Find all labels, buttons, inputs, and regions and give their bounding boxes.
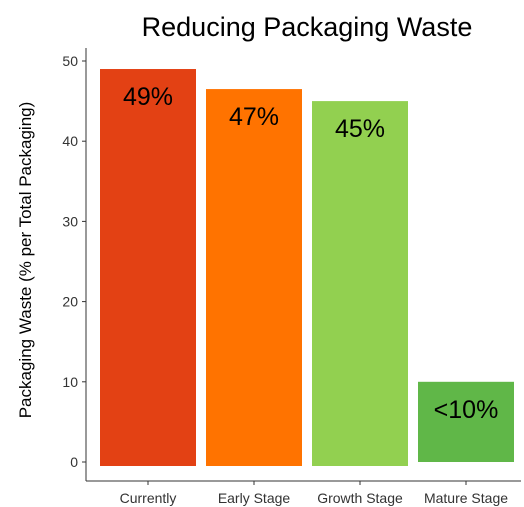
y-axis-ticks: 0 10 20 30 40 50 <box>62 53 86 470</box>
y-axis-label: Packaging Waste (% per Total Packaging) <box>16 102 35 419</box>
y-tick-label: 40 <box>62 133 78 149</box>
bar-currently <box>100 69 196 467</box>
x-tick-label: Early Stage <box>218 490 291 506</box>
y-tick-label: 50 <box>62 53 78 69</box>
data-label: 49% <box>123 83 173 111</box>
data-label: <10% <box>434 396 499 424</box>
bar-mature-stage <box>418 381 514 462</box>
bar-early-stage <box>206 89 302 466</box>
x-tick-label: Growth Stage <box>317 490 403 506</box>
data-label: 47% <box>229 103 279 131</box>
y-tick-label: 10 <box>62 374 78 390</box>
bar-growth-stage <box>312 101 408 466</box>
y-tick-label: 0 <box>70 454 78 470</box>
data-label: 45% <box>335 115 385 143</box>
data-labels-group: 49% 47% 45% <10% <box>123 83 498 424</box>
x-tick-label: Currently <box>120 490 177 506</box>
x-axis-ticks: Currently Early Stage Growth Stage Mature S… <box>120 481 508 506</box>
x-tick-label: Mature Stage <box>424 490 508 506</box>
bars-group <box>100 69 514 467</box>
chart-title: Reducing Packaging Waste <box>142 12 473 42</box>
y-tick-label: 20 <box>62 294 78 310</box>
y-tick-label: 30 <box>62 213 78 229</box>
